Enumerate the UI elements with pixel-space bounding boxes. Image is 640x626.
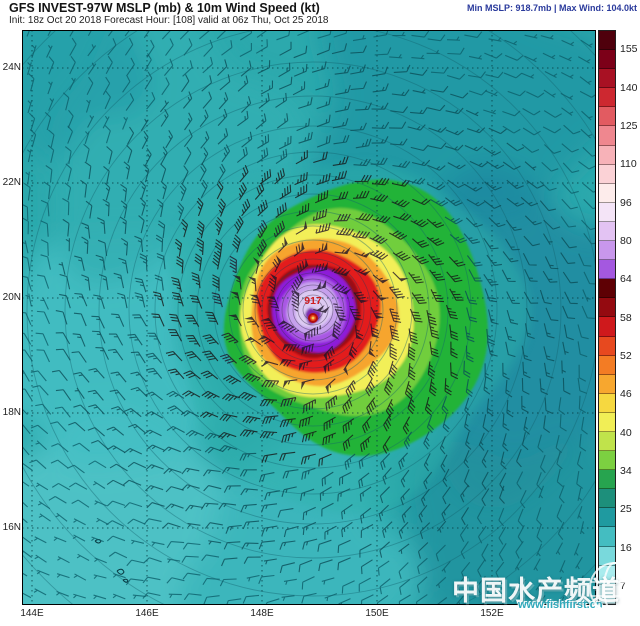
y-axis-tick-label: 20N [2,292,21,303]
colorbar-segment [599,260,615,280]
x-axis-tick-label: 148E [250,608,274,619]
x-axis-tick-label: 146E [135,608,159,619]
colorbar-segment [599,202,615,222]
colorbar-segment [599,221,615,242]
y-axis-tick-label: 18N [2,407,21,418]
colorbar-segment [599,279,615,299]
colorbar-tick-label: 7 [620,579,626,592]
watermark-globe-icon [589,562,640,614]
colorbar-tick-label: 58 [620,311,632,324]
x-axis-tick-label: 150E [365,608,389,619]
colorbar-segment [599,565,615,585]
y-axis-tick-label: 16N [2,522,21,533]
colorbar-tick-label: 52 [620,349,632,362]
min-mslp-max-wind-readout: Min MSLP: 918.7mb | Max Wind: 104.0kt [467,3,637,13]
colorbar-segment [599,355,615,375]
watermark-url: www.fishfirst.cn [518,599,603,611]
colorbar-tick-label: 80 [620,234,632,247]
colorbar-segment [599,107,615,127]
colorbar-segment [599,126,615,146]
colorbar-tick-label: 46 [620,388,632,401]
colorbar-tick-label: 34 [620,464,632,477]
y-axis-tick-label: 22N [2,177,21,188]
colorbar-tick-label: 155 [620,43,638,56]
wind-speed-colorbar [598,30,616,605]
colorbar-segment [599,451,615,471]
colorbar-segment [599,393,615,413]
colorbar-segment [599,317,615,337]
colorbar-tick-label: 125 [620,119,638,132]
x-axis-tick-label: 152E [480,608,504,619]
colorbar-segment [599,336,615,356]
forecast-map: 917 [22,30,596,605]
colorbar-tick-label: 40 [620,426,632,439]
colorbar-segment [599,431,615,452]
page-title: GFS INVEST-97W MSLP (mb) & 10m Wind Spee… [9,1,320,15]
colorbar-tick-label: 110 [620,158,637,171]
colorbar-segment [599,50,615,70]
colorbar-tick-label: 25 [620,503,632,516]
colorbar-segment [599,470,615,490]
colorbar-segment [599,183,615,203]
colorbar-segment [599,489,615,509]
colorbar-tick-label: 16 [620,541,632,554]
colorbar-segment [599,527,615,547]
colorbar-tick-label: 96 [620,196,632,209]
min-pressure-contour-label: 917 [304,295,322,307]
colorbar-tick-label: 64 [620,273,632,286]
colorbar-segment [599,88,615,108]
colorbar-segment [599,145,615,165]
x-axis-tick-label: 144E [20,608,44,619]
colorbar-segment [599,164,615,184]
colorbar-segment [599,69,615,89]
colorbar-segment [599,508,615,528]
colorbar-segment [599,31,615,51]
colorbar-segment [599,374,615,394]
colorbar-segment [599,241,615,261]
colorbar-tick-label: 140 [620,81,638,94]
colorbar-segment [599,412,615,432]
init-forecast-valid-line: Init: 18z Oct 20 2018 Forecast Hour: [10… [9,15,329,26]
wind-barbs [22,30,596,605]
y-axis-tick-label: 24N [2,62,21,73]
map-border [22,30,596,605]
storm-center-annotation: 917 [304,295,322,323]
colorbar-segment [599,298,615,318]
